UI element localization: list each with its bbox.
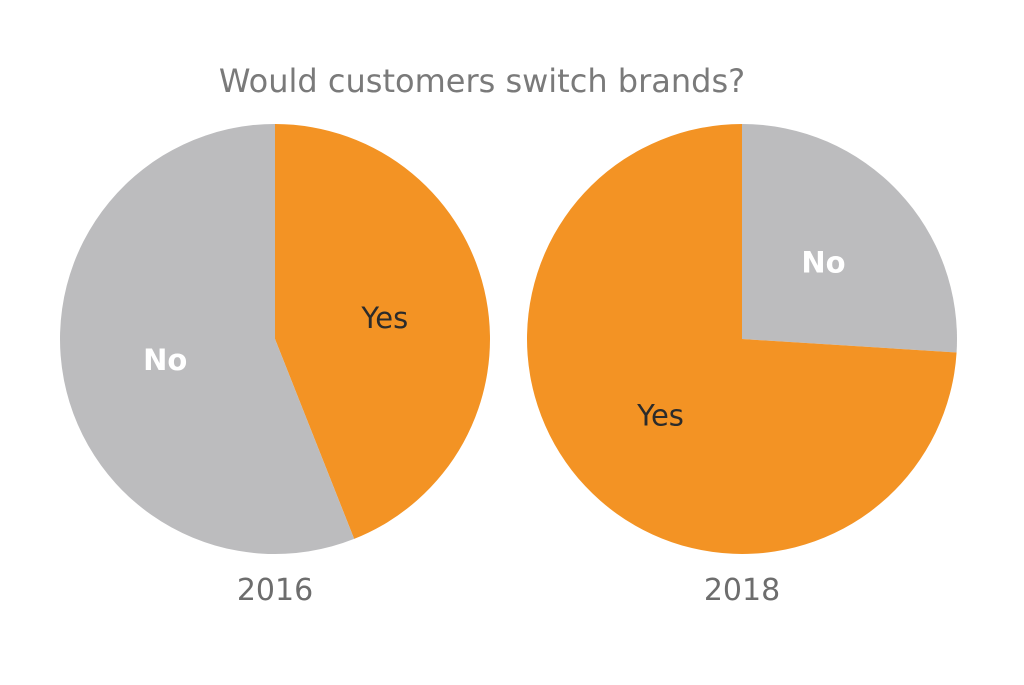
pie-slice-no bbox=[59, 123, 355, 554]
year-label: 2018 bbox=[704, 573, 780, 608]
slice-label-yes: Yes bbox=[360, 301, 408, 335]
pie-2018: No Yes 2018 bbox=[527, 124, 958, 608]
slice-label-no: No bbox=[143, 343, 187, 377]
pie-slice-yes bbox=[275, 124, 490, 539]
pie-slice-no bbox=[742, 124, 958, 353]
slice-label-no: No bbox=[801, 246, 845, 280]
pie-slice-yes bbox=[527, 124, 957, 555]
pie-2016: Yes No 2016 bbox=[59, 123, 490, 608]
chart-title: Would customers switch brands? bbox=[219, 62, 745, 100]
year-label: 2016 bbox=[237, 573, 313, 608]
pie-charts-group: Yes No 2016 No Yes 2018 bbox=[59, 123, 958, 608]
slice-label-yes: Yes bbox=[636, 399, 684, 433]
